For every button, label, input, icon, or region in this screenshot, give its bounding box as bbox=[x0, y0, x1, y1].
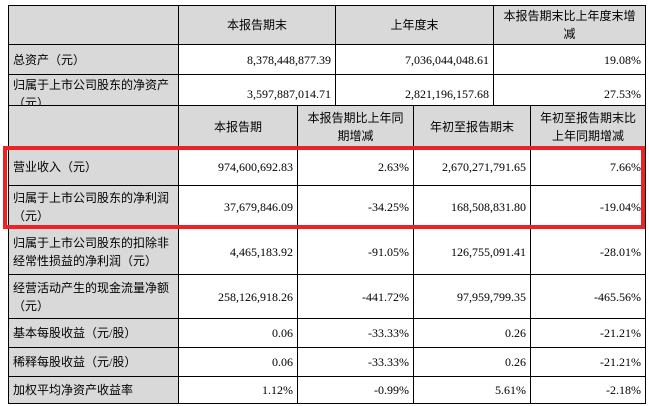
row-label: 经营活动产生的现金流量净额（元） bbox=[8, 274, 179, 319]
row-label: 营业收入（元） bbox=[8, 148, 179, 186]
table-row-highlighted: 归属于上市公司股东的净利润（元） 37,679,846.09 -34.25% 1… bbox=[8, 185, 646, 229]
value-cell: 37,679,846.09 bbox=[178, 185, 298, 229]
balance-summary-table: 本报告期末 上年度末 本报告期末比上年度末增减 总资产（元） 8,378,448… bbox=[8, 5, 646, 114]
table-row: 加权平均净资产收益率 1.12% -0.99% 5.61% -2.18% bbox=[8, 376, 646, 404]
table-row: 归属于上市公司股东的扣除非经常性损益的净利润（元） 4,465,183.92 -… bbox=[8, 228, 646, 275]
col-header: 本报告期比上年同期增减 bbox=[297, 105, 414, 149]
value-cell: -19.04% bbox=[530, 185, 646, 229]
value-cell: 974,600,692.83 bbox=[178, 148, 298, 186]
row-label: 加权平均净资产收益率 bbox=[8, 376, 179, 404]
corner-header-cell bbox=[8, 5, 179, 45]
value-cell: -21.21% bbox=[530, 318, 646, 348]
col-header: 上年度末 bbox=[335, 5, 494, 45]
row-label: 稀释每股收益（元/股） bbox=[8, 347, 179, 377]
value-cell: -33.33% bbox=[297, 347, 414, 377]
value-cell: -28.01% bbox=[530, 228, 646, 275]
table-row: 基本每股收益（元/股） 0.06 -33.33% 0.26 -21.21% bbox=[8, 318, 646, 348]
table-row: 经营活动产生的现金流量净额（元） 258,126,918.26 -441.72%… bbox=[8, 274, 646, 319]
value-cell: 0.06 bbox=[178, 318, 298, 348]
table-row-highlighted: 营业收入（元） 974,600,692.83 2.63% 2,670,271,7… bbox=[8, 148, 646, 186]
value-cell: 97,959,799.35 bbox=[413, 274, 531, 319]
corner-header-cell bbox=[8, 105, 179, 149]
table-row: 总资产（元） 8,378,448,877.39 7,036,044,048.61… bbox=[8, 44, 646, 75]
value-cell: 7,036,044,048.61 bbox=[335, 44, 494, 75]
value-cell: -0.99% bbox=[297, 376, 414, 404]
value-cell: 7.66% bbox=[530, 148, 646, 186]
income-summary-table: 本报告期 本报告期比上年同期增减 年初至报告期末 年初至报告期末比上年同期增减 … bbox=[8, 105, 646, 404]
row-label: 总资产（元） bbox=[8, 44, 179, 75]
col-header: 本报告期末 bbox=[178, 5, 336, 45]
value-cell: 8,378,448,877.39 bbox=[178, 44, 336, 75]
value-cell: 2,670,271,791.65 bbox=[413, 148, 531, 186]
row-label: 基本每股收益（元/股） bbox=[8, 318, 179, 348]
header-row: 本报告期 本报告期比上年同期增减 年初至报告期末 年初至报告期末比上年同期增减 bbox=[8, 105, 646, 149]
value-cell: 168,508,831.80 bbox=[413, 185, 531, 229]
col-header: 年初至报告期末比上年同期增减 bbox=[530, 105, 646, 149]
col-header: 本报告期 bbox=[178, 105, 298, 149]
value-cell: -91.05% bbox=[297, 228, 414, 275]
value-cell: 2.63% bbox=[297, 148, 414, 186]
value-cell: 19.08% bbox=[493, 44, 646, 75]
col-header: 本报告期末比上年度末增减 bbox=[493, 5, 646, 45]
value-cell: 1.12% bbox=[178, 376, 298, 404]
value-cell: -33.33% bbox=[297, 318, 414, 348]
row-label: 归属于上市公司股东的净利润（元） bbox=[8, 185, 179, 229]
value-cell: 0.26 bbox=[413, 318, 531, 348]
value-cell: 126,755,091.41 bbox=[413, 228, 531, 275]
value-cell: -21.21% bbox=[530, 347, 646, 377]
value-cell: 258,126,918.26 bbox=[178, 274, 298, 319]
value-cell: 5.61% bbox=[413, 376, 531, 404]
table-row: 稀释每股收益（元/股） 0.06 -33.33% 0.26 -21.21% bbox=[8, 347, 646, 377]
header-row: 本报告期末 上年度末 本报告期末比上年度末增减 bbox=[8, 5, 646, 45]
value-cell: 0.26 bbox=[413, 347, 531, 377]
value-cell: -2.18% bbox=[530, 376, 646, 404]
value-cell: -34.25% bbox=[297, 185, 414, 229]
value-cell: -441.72% bbox=[297, 274, 414, 319]
value-cell: 0.06 bbox=[178, 347, 298, 377]
col-header: 年初至报告期末 bbox=[413, 105, 531, 149]
value-cell: 4,465,183.92 bbox=[178, 228, 298, 275]
value-cell: -465.56% bbox=[530, 274, 646, 319]
row-label: 归属于上市公司股东的扣除非经常性损益的净利润（元） bbox=[8, 228, 179, 275]
